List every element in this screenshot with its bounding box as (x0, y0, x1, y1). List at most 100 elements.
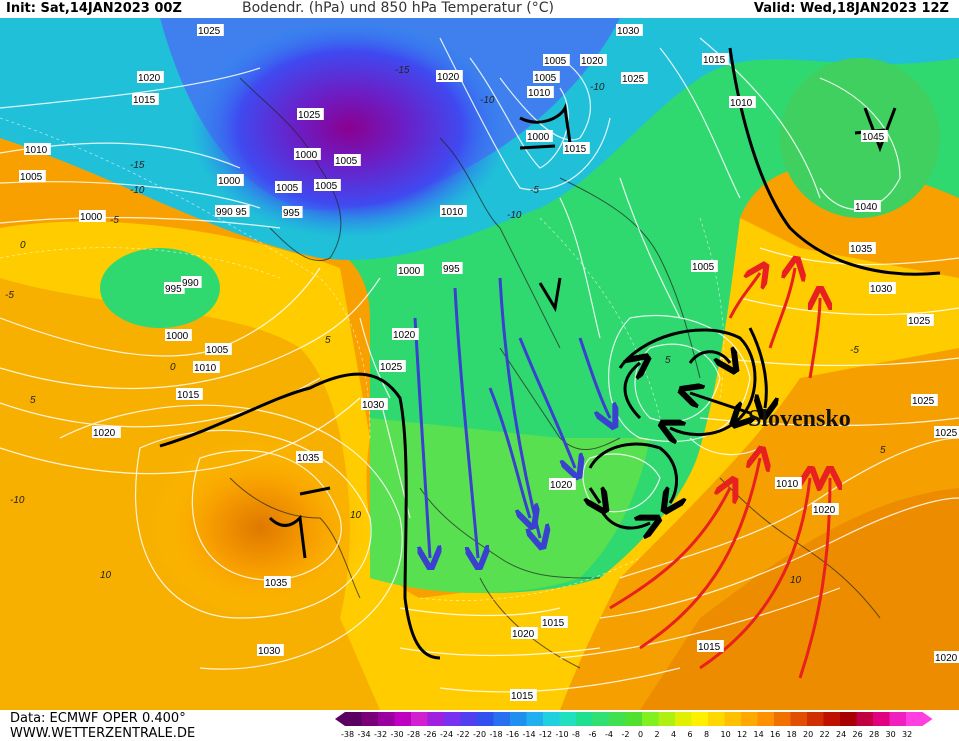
isobar-label-text: 1030 (617, 26, 640, 37)
isobar-label: 1040 (854, 200, 881, 213)
isobar-label: 1005 (314, 179, 341, 192)
temperature-labels: -10 -5 0 5 10 -15 -10 -5 0 5 10 -10 -5 5 10 -5 5 -10 -10 -1… (5, 65, 886, 586)
legend-swatch (345, 712, 362, 726)
isobar-label-box (511, 627, 538, 639)
isobar-label: 1000 (397, 264, 424, 277)
isobar-label-text: 1005 (335, 156, 358, 167)
isobar-label-box (165, 329, 192, 341)
isobar-label-text: 1025 (380, 362, 403, 373)
isobar-label-text: 1005 (534, 73, 557, 84)
legend-swatch (460, 712, 477, 726)
legend-swatch (774, 712, 791, 726)
isobar-label-text: 1000 (166, 331, 189, 342)
isobar-label: 1000 (165, 329, 192, 342)
isobar-label-box (510, 689, 537, 701)
isobar-label-box (79, 210, 106, 222)
legend-tick-label: 22 (820, 730, 830, 739)
legend-tick-label: 18 (787, 730, 797, 739)
isobar-labels: 1025102010151010100510009959901000100510… (19, 24, 959, 702)
legend-tick-label: -28 (407, 730, 420, 739)
isobar-label-box (297, 108, 324, 120)
isobar-label: 1035 (296, 451, 323, 464)
init-time: Init: Sat,14JAN2023 00Z (6, 1, 182, 16)
legend-tick-label: -12 (539, 730, 552, 739)
isobar-label-box (257, 644, 284, 656)
temperature-label: 0 (20, 240, 26, 251)
legend-tick-label: -14 (523, 730, 536, 739)
legend-tick-label: -10 (556, 730, 569, 739)
legend-swatch (741, 712, 758, 726)
low-circulation-arrows (590, 327, 766, 528)
isobar-label-box (869, 282, 896, 294)
isobar-label: 1020 (137, 71, 164, 84)
legend-arrow-left (335, 712, 345, 726)
isobar-label-text: 1025 (935, 428, 958, 439)
isobar-label-text: 995 (230, 207, 247, 218)
isobar-label: 1010 (440, 205, 467, 218)
isobar-label: 1000 (526, 130, 553, 143)
legend-tick-label: -6 (589, 730, 597, 739)
legend-tick-label: -34 (358, 730, 371, 739)
legend-tick-label: 10 (721, 730, 731, 739)
legend-swatch (675, 712, 692, 726)
legend-tick-label: 2 (655, 730, 660, 739)
isobar-label-text: 995 (283, 208, 300, 219)
temperature-label: 5 (665, 355, 671, 366)
legend-tick-label: -26 (424, 730, 437, 739)
temperature-label: -5 (110, 215, 119, 226)
legend-tick-label: 12 (737, 730, 747, 739)
isobar-label-box (812, 503, 839, 515)
isobar-label: 1025 (621, 72, 648, 85)
isobar-label: 1015 (563, 142, 590, 155)
isobar-label-box (217, 174, 244, 186)
isobar-label-text: 1035 (850, 244, 873, 255)
isobar-label-text: 1035 (265, 578, 288, 589)
isobar-label-text: 1005 (20, 172, 43, 183)
fronts (159, 47, 941, 660)
isobar-label-text: 1020 (393, 330, 416, 341)
isobar-label-box (193, 361, 220, 373)
isobar-label: 1005 (19, 170, 46, 183)
isobar-label-box (934, 651, 959, 663)
isobar-label-box (164, 282, 185, 294)
cold-core (190, 18, 510, 238)
temperature-label: 5 (880, 445, 886, 456)
map-header: Init: Sat,14JAN2023 00Z Bodendr. (hPa) u… (0, 0, 959, 18)
isobar-label-box (621, 72, 648, 84)
map-title: Bodendr. (hPa) und 850 hPa Temperatur (°… (242, 0, 554, 16)
isobar-label: 995 (442, 262, 463, 275)
isobar-label-box (361, 398, 388, 410)
isobar-label: 1015 (132, 93, 159, 106)
isobar-label-text: 1000 (295, 150, 318, 161)
legend-swatch (889, 712, 906, 726)
valid-time: Valid: Wed,18JAN2023 12Z (753, 1, 949, 16)
isobar-label-box (282, 206, 303, 218)
isobar-label-box (775, 477, 802, 489)
legend-ticks: -38 -34 -32 -30 -28 -26 -24 -22 -20 -18 -16 -14 -12-… (341, 730, 912, 739)
isobar-label: 1020 (392, 328, 419, 341)
legend-swatch (592, 712, 609, 726)
map-footer: Data: ECMWF OPER 0.400° WWW.WETTERZENTRA… (0, 710, 959, 741)
isobar-label: 1020 (92, 426, 119, 439)
temperature-label: -15 (130, 160, 145, 171)
isobar-label-text: 1030 (258, 646, 281, 657)
legend-swatch (477, 712, 494, 726)
legend-swatch (394, 712, 411, 726)
isobar-label-text: 1025 (622, 74, 645, 85)
isobar-label-text: 1000 (398, 266, 421, 277)
isobar-label-text: 1015 (564, 144, 587, 155)
isobar-label-box (616, 24, 643, 36)
isobar-label-text: 1020 (512, 629, 535, 640)
isobar-label-box (934, 426, 959, 438)
isobar-label: 995 (282, 206, 303, 219)
isobar-label: 1015 (702, 53, 729, 66)
isobar-label: 1005 (543, 54, 570, 67)
isobar-label-text: 1005 (206, 345, 229, 356)
isobar-label-box (397, 264, 424, 276)
isobar-label: 1010 (193, 361, 220, 374)
isobar-label: 1030 (361, 398, 388, 411)
isobar-label-text: 1010 (25, 145, 48, 156)
isobar-label-text: 1005 (544, 56, 567, 67)
isobar-label-box (854, 200, 881, 212)
legend-tick-label: -24 (440, 730, 453, 739)
